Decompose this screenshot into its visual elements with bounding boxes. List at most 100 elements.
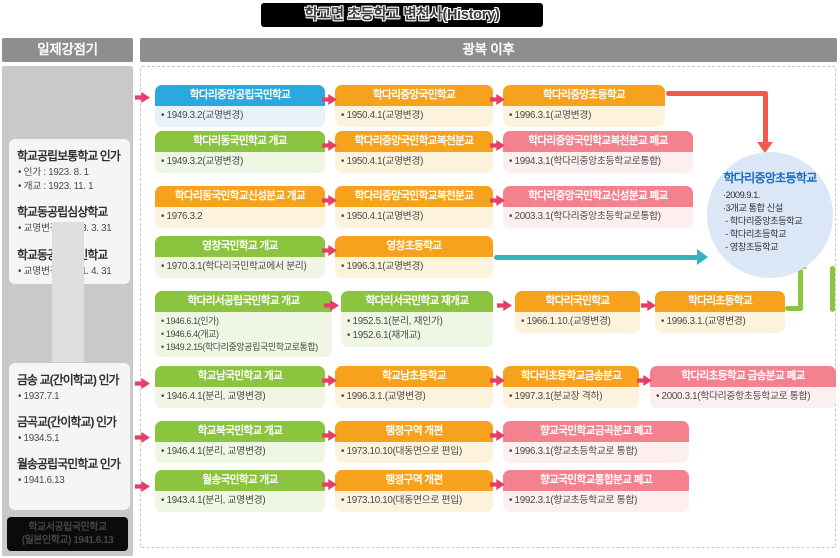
flow-box: 향교국민학교금곡분교 폐고 • 1996.3.1(향교초등학교로 통합) bbox=[503, 421, 689, 463]
occupation-timeline-panel: 학교공립보통학교 인가 • 인가 : 1923. 8. 1 • 개교 : 192… bbox=[2, 66, 133, 556]
flow-arrow-icon bbox=[324, 300, 339, 311]
school-box-detail: • 1996.3.1(교명변경) bbox=[341, 261, 424, 272]
flow-arrow-icon bbox=[490, 195, 505, 206]
flow-arrow-icon bbox=[322, 195, 337, 206]
period-header-japanese-occupation: 일제강점기 bbox=[2, 38, 133, 62]
merge-line-green-icon bbox=[830, 266, 835, 312]
school-box-title: 학다리동국민학교신성분교 개교 bbox=[155, 186, 325, 207]
school-box-detail: • 1970.3.1(학다리국민학교에서 분리) bbox=[161, 261, 307, 272]
japanese-school-date: (일본인학교) 1941.6.13 bbox=[21, 535, 114, 546]
flow-arrow-icon bbox=[322, 140, 337, 151]
flow-arrow-icon bbox=[322, 375, 337, 386]
school-entry-dates: • 1941.6.13 bbox=[18, 475, 65, 487]
school-box-detail: • 1973.10.10(대동면으로 편입) bbox=[341, 495, 462, 506]
flow-arrow-icon bbox=[490, 140, 505, 151]
flow-box: 학다리중앙국민학교복천분교 • 1950.4.1(교명변경) bbox=[335, 186, 493, 228]
school-box-detail: • 2003.3.1(학다리중앙초등학교로통합) bbox=[509, 211, 661, 222]
school-entry-dates: • 1937.7.1 bbox=[18, 391, 60, 402]
school-box-title: 영창국민학교 개교 bbox=[155, 236, 325, 257]
school-box-title: 학교남국민학교 개교 bbox=[155, 366, 325, 387]
school-box-title: 학다리초등학교 bbox=[655, 291, 785, 312]
school-box-detail: • 1950.4.1(교명변경) bbox=[341, 211, 424, 222]
flow-box: 행정구역 개편 • 1973.10.10(대동면으로 편입) bbox=[335, 421, 493, 463]
merged-school-circle: 학다리중앙초등학교 ·2009.9.1. ·3개교 통합 신설 - 학다리중앙초… bbox=[707, 152, 833, 278]
school-entry-title: 금송 교(간이학교) 인가 bbox=[17, 373, 120, 387]
school-box-title: 학교남초등학교 bbox=[335, 366, 493, 387]
school-box-detail: • 1996.3.1(교명변경) bbox=[509, 110, 592, 121]
school-box-detail: • 1992.3.1(향교초등학교로 통합) bbox=[509, 495, 638, 506]
timeline-arrow-icon bbox=[135, 432, 150, 443]
school-box-title: 학다리초등학교 금송분교 폐교 bbox=[650, 366, 836, 387]
school-box-detail: • 1946.4.1(분리, 교명변경) bbox=[161, 391, 266, 402]
flow-box: 학다리동국민학교 개교 • 1949.3.2(교명변경) bbox=[155, 131, 325, 173]
school-box-title: 행정구역 개편 bbox=[335, 421, 493, 442]
timeline-arrow-icon bbox=[135, 378, 150, 389]
school-box-detail: • 1994.3.1(학다리중앙초등학교로통합) bbox=[509, 156, 661, 167]
flow-box: 학교북국민학교 개교 • 1946.4.1(분리, 교명변경) bbox=[155, 421, 325, 463]
flow-arrow-icon bbox=[490, 375, 505, 386]
merge-arrow-red-icon bbox=[757, 142, 773, 153]
merge-arrow-teal-icon bbox=[697, 249, 708, 265]
school-box-title: 행정구역 개편 bbox=[335, 470, 493, 491]
school-box-detail: • 1976.3.2 bbox=[161, 211, 203, 222]
school-box-detail: • 1949.3.2(교명변경) bbox=[161, 110, 244, 121]
flow-box: 영창초등학교 • 1996.3.1(교명변경) bbox=[335, 236, 493, 278]
school-box-detail: • 1946.4.1(분리, 교명변경) bbox=[161, 446, 266, 457]
school-box-detail: • 1943.4.1(분리, 교명변경) bbox=[161, 495, 266, 506]
flow-box: 월송국민학교 개교 • 1943.4.1(분리, 교명변경) bbox=[155, 470, 325, 512]
flow-box: 학다리초등학교금송분교 • 1997.3.1(분교장 격하) bbox=[503, 366, 639, 408]
flow-box: 학다리중앙국민학교신성분교 폐교 • 2003.3.1(학다리중앙초등학교로통합) bbox=[503, 186, 693, 228]
school-box-detail: • 1966.1.10.(교명변경) bbox=[521, 316, 611, 327]
flow-arrow-icon bbox=[322, 94, 337, 105]
merge-arrow-red-icon bbox=[763, 91, 768, 144]
school-box-detail: • 1997.3.1(분교장 격하) bbox=[509, 391, 603, 402]
school-box-title: 학다리중앙국민학교 bbox=[335, 85, 493, 106]
flow-box: 학다리서국민학교 재개교 • 1952.5.1(분리, 재인가) • 1952.6… bbox=[341, 291, 493, 347]
japanese-school-black-box: 학교서공립국민학교 (일본인학교) 1941.6.13 bbox=[7, 517, 128, 551]
merge-arrow-red-icon bbox=[666, 91, 768, 96]
school-box-title: 학다리중앙공립국민학교 bbox=[155, 85, 325, 106]
flow-box: 행정구역 개편 • 1973.10.10(대동면으로 편입) bbox=[335, 470, 493, 512]
flow-box: 학다리중앙국민학교복천분교 • 1950.4.1(교명변경) bbox=[335, 131, 493, 173]
school-entry-title: 월송공립국민학교 인가 bbox=[17, 457, 121, 472]
flow-arrow-icon bbox=[322, 245, 337, 256]
flow-arrow-icon bbox=[490, 479, 505, 490]
merged-school-title: 학다리중앙초등학교 bbox=[723, 171, 817, 185]
page-title: 학교면 초등학교 변천사(History) bbox=[261, 3, 543, 27]
school-box-title: 학다리중앙국민학교복천분교 폐교 bbox=[503, 131, 693, 152]
school-box-title: 학다리중앙국민학교복천분교 bbox=[335, 186, 493, 207]
merge-arrow-green-icon bbox=[785, 306, 803, 311]
flow-box: 학다리중앙공립국민학교 • 1949.3.2(교명변경) bbox=[155, 85, 325, 127]
school-box-detail: • 1950.4.1(교명변경) bbox=[341, 156, 424, 167]
flow-box: 학다리중앙초등학교 • 1996.3.1(교명변경) bbox=[503, 85, 665, 127]
school-box-detail: • 1950.4.1(교명변경) bbox=[341, 110, 424, 121]
school-box-title: 영창초등학교 bbox=[335, 236, 493, 257]
merge-arrow-green-icon bbox=[798, 268, 803, 311]
school-box-title: 학다리서국민학교 재개교 bbox=[341, 291, 493, 312]
flow-box: 학다리중앙국민학교 • 1950.4.1(교명변경) bbox=[335, 85, 493, 127]
school-box-title: 학다리서공립국민학교 개교 bbox=[155, 291, 332, 312]
flow-box: 학다리초등학교 • 1996.3.1.(교명변경) bbox=[655, 291, 785, 333]
school-box-title: 향교국민학교통합분교 폐고 bbox=[503, 470, 689, 491]
school-box-title: 학다리국민학교 bbox=[515, 291, 640, 312]
flow-box: 향교국민학교통합분교 폐고 • 1992.3.1(향교초등학교로 통합) bbox=[503, 470, 689, 512]
school-box-detail: • 2000.3.1(학다리중항초등학교로 통합) bbox=[656, 391, 811, 402]
flow-arrow-icon bbox=[490, 430, 505, 441]
flow-box: 학다리국민학교 • 1966.1.10.(교명변경) bbox=[515, 291, 640, 333]
school-box-detail: • 1952.5.1(분리, 재인가) • 1952.6.1(재개교) bbox=[347, 316, 443, 341]
school-entry-dates: • 인가 : 1923. 8. 1 • 개교 : 1923. 11. 1 bbox=[18, 167, 94, 193]
flow-arrow-icon bbox=[497, 300, 512, 311]
school-box-title: 학교북국민학교 개교 bbox=[155, 421, 325, 442]
school-box-title: 학다리초등학교금송분교 bbox=[503, 366, 639, 387]
japanese-school-name: 학교서공립국민학교 bbox=[28, 522, 107, 533]
flow-box: 학다리중앙국민학교복천분교 폐교 • 1994.3.1(학다리중앙초등학교로통합) bbox=[503, 131, 693, 173]
flow-arrow-icon bbox=[641, 300, 656, 311]
flow-arrow-icon bbox=[322, 479, 337, 490]
school-box-title: 학다리중앙국민학교복천분교 bbox=[335, 131, 493, 152]
timeline-arrow-icon bbox=[135, 481, 150, 492]
school-box-detail: • 1949.3.2(교명변경) bbox=[161, 156, 244, 167]
school-entry-title: 학교공립보통학교 인가 bbox=[17, 149, 121, 163]
school-box-title: 학다리중앙국민학교신성분교 폐교 bbox=[503, 186, 693, 207]
flow-box: 학다리초등학교 금송분교 폐교 • 2000.3.1(학다리중항초등학교로 통합) bbox=[650, 366, 836, 408]
timeline-arrow-icon bbox=[135, 92, 150, 103]
